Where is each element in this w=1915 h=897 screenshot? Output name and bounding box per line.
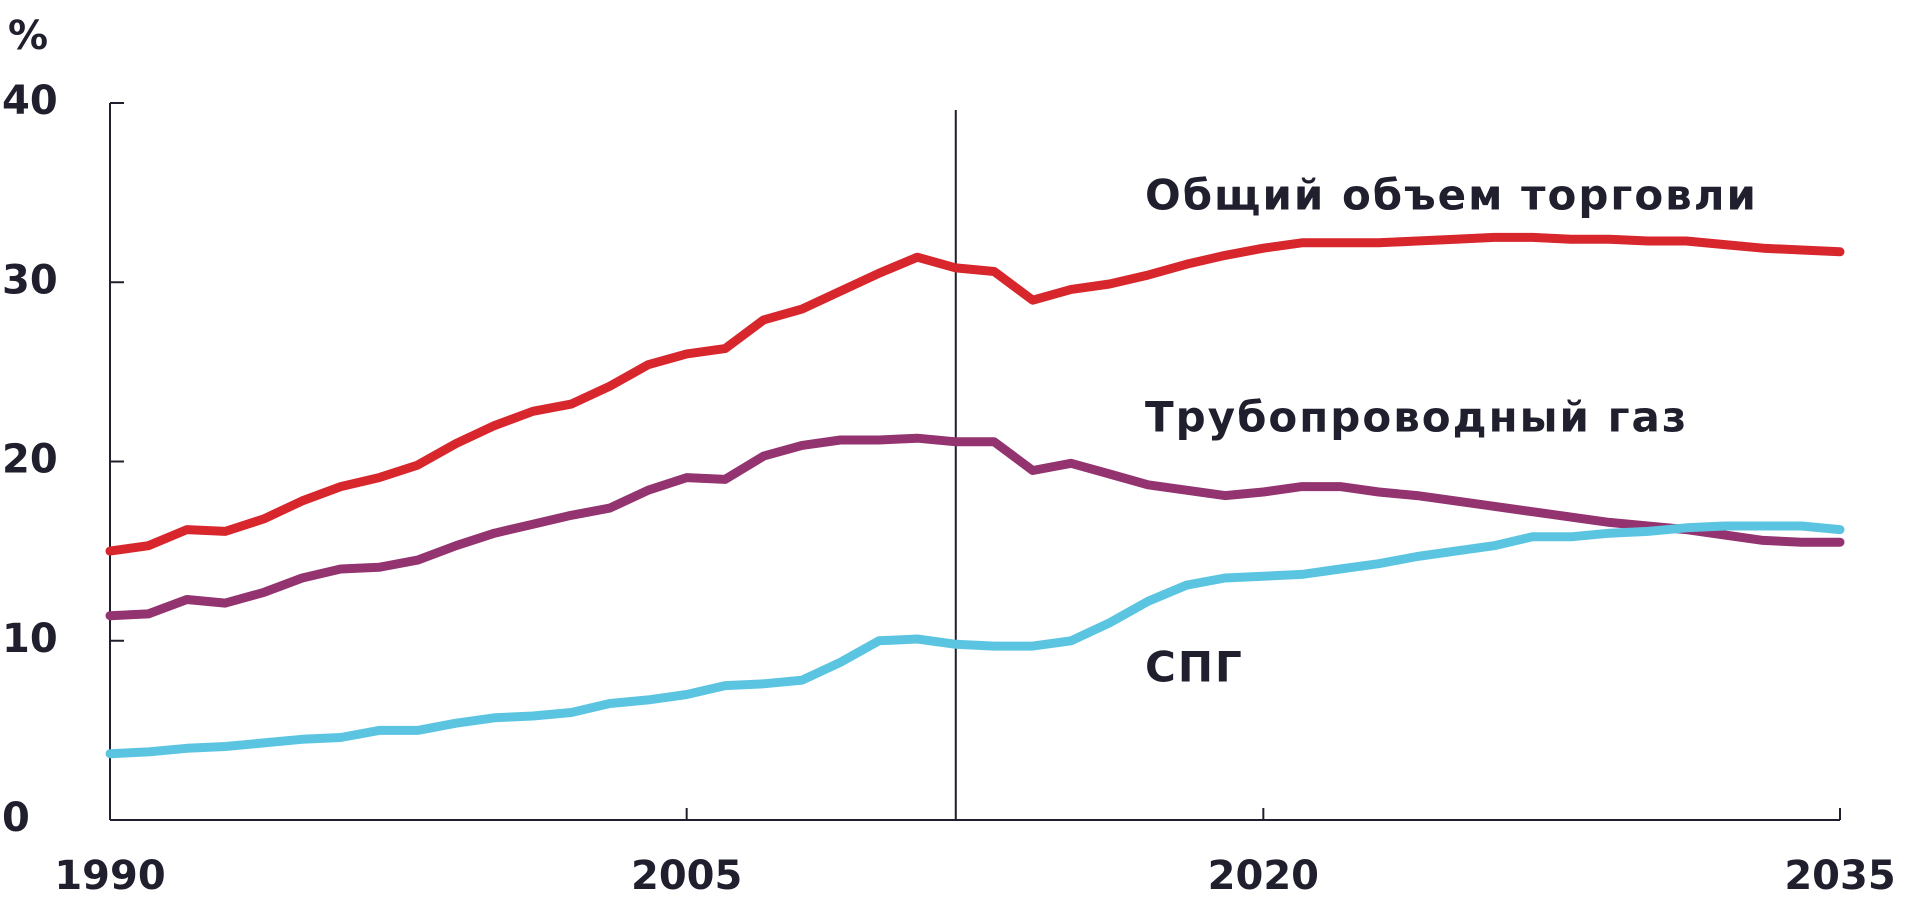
x-tick-label: 2005 — [631, 853, 742, 897]
series-label: СПГ — [1145, 643, 1244, 692]
x-tick-label: 2020 — [1208, 853, 1319, 897]
y-tick-label: 40 — [2, 78, 58, 124]
x-tick-label: 2035 — [1784, 853, 1895, 897]
series-label: Общий объем торговли — [1145, 171, 1758, 220]
series-line — [105, 232, 1845, 556]
series-line — [105, 433, 1845, 621]
y-tick-label: 20 — [2, 437, 58, 483]
x-tick-label: 1990 — [54, 853, 165, 897]
series-label: Трубопроводный газ — [1145, 393, 1688, 442]
y-axis-label: % — [8, 13, 48, 59]
series-line — [105, 521, 1845, 759]
y-tick-label: 30 — [2, 257, 58, 303]
y-tick-label: 10 — [2, 616, 58, 662]
y-tick-label: 0 — [2, 795, 30, 841]
